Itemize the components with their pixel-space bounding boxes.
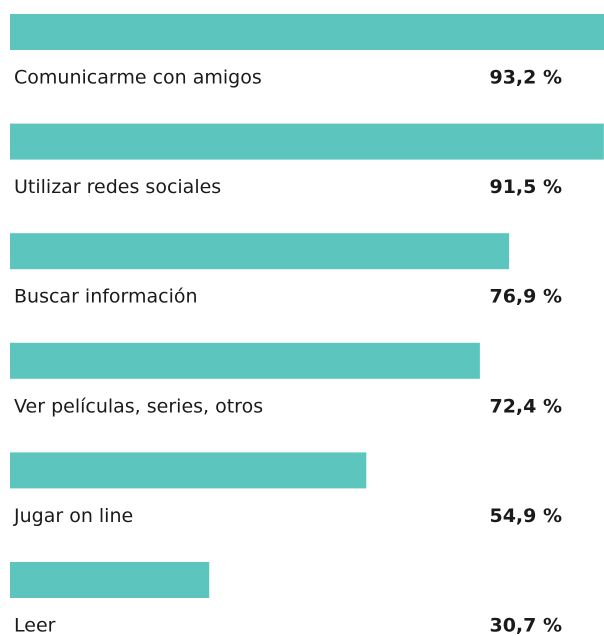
- category-label: Leer: [14, 615, 56, 636]
- bar: [10, 452, 367, 489]
- bar: [10, 342, 480, 379]
- value-label: 30,7 %: [489, 615, 562, 636]
- bar: [10, 233, 510, 270]
- value-label: 93,2 %: [489, 67, 562, 89]
- category-label: Buscar información: [14, 286, 198, 308]
- value-label: 72,4 %: [489, 395, 562, 417]
- bar: [10, 123, 604, 160]
- category-label: Jugar on line: [13, 505, 133, 527]
- category-label: Comunicarme con amigos: [14, 67, 262, 89]
- value-label: 76,9 %: [489, 286, 562, 308]
- bar: [10, 562, 210, 598]
- value-label: 54,9 %: [489, 505, 562, 527]
- category-label: Ver películas, series, otros: [14, 395, 263, 417]
- value-label: 91,5 %: [489, 176, 562, 198]
- bar: [10, 14, 604, 50]
- category-label: Utilizar redes sociales: [14, 176, 221, 198]
